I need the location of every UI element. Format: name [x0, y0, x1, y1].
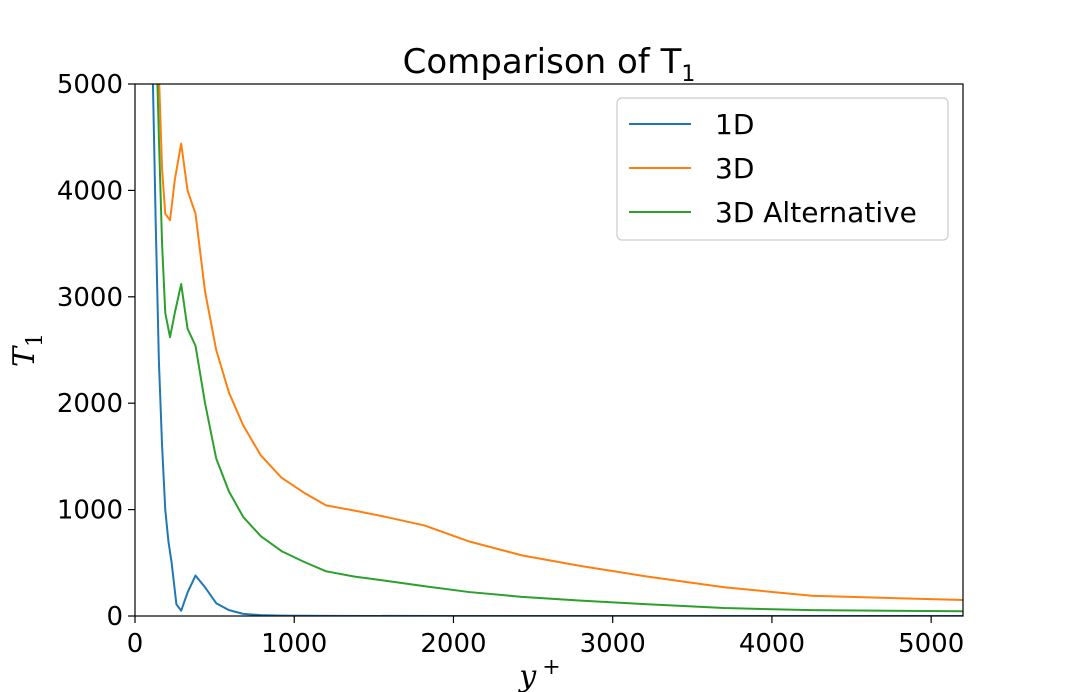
chart-title-subscript: 1 [681, 62, 695, 87]
y-tick-label: 3000 [57, 283, 123, 313]
y-tick-label: 1000 [57, 496, 123, 526]
y-tick-label: 2000 [57, 389, 123, 419]
y-axis-label-main: T [7, 345, 42, 367]
legend-box [616, 97, 949, 241]
x-tick-label: 0 [127, 629, 144, 659]
series-line-3d-alternative [156, 84, 963, 613]
y-axis-label-subscript: 1 [23, 333, 48, 347]
x-tick-label: 5000 [898, 629, 964, 659]
legend: 1D 3D 3D Alternative [616, 97, 949, 241]
legend-label: 3D Alternative [715, 196, 917, 229]
y-tick-label: 5000 [57, 70, 123, 100]
x-axis-label-superscript: + [542, 655, 560, 680]
y-axis-label: T1 [7, 333, 48, 367]
legend-label: 3D [715, 152, 754, 185]
x-tick-label: 3000 [580, 629, 646, 659]
x-tick-label: 2000 [420, 629, 486, 659]
x-tick-label: 4000 [739, 629, 805, 659]
legend-label: 1D [715, 108, 754, 141]
y-axis: 0 1000 2000 3000 4000 5000 [57, 70, 135, 632]
x-tick-label: 1000 [261, 629, 327, 659]
chart-title-main: Comparison of T [403, 42, 682, 82]
chart-title: Comparison of T1 [403, 42, 696, 87]
x-axis-label: y + [517, 655, 560, 692]
plot-frame [134, 83, 964, 617]
x-axis-label-main: y [517, 659, 537, 692]
y-tick-label: 4000 [57, 176, 123, 206]
x-axis: 0 1000 2000 3000 4000 5000 [127, 616, 964, 659]
y-tick-label: 0 [106, 602, 123, 632]
series-line-3d [158, 84, 963, 602]
